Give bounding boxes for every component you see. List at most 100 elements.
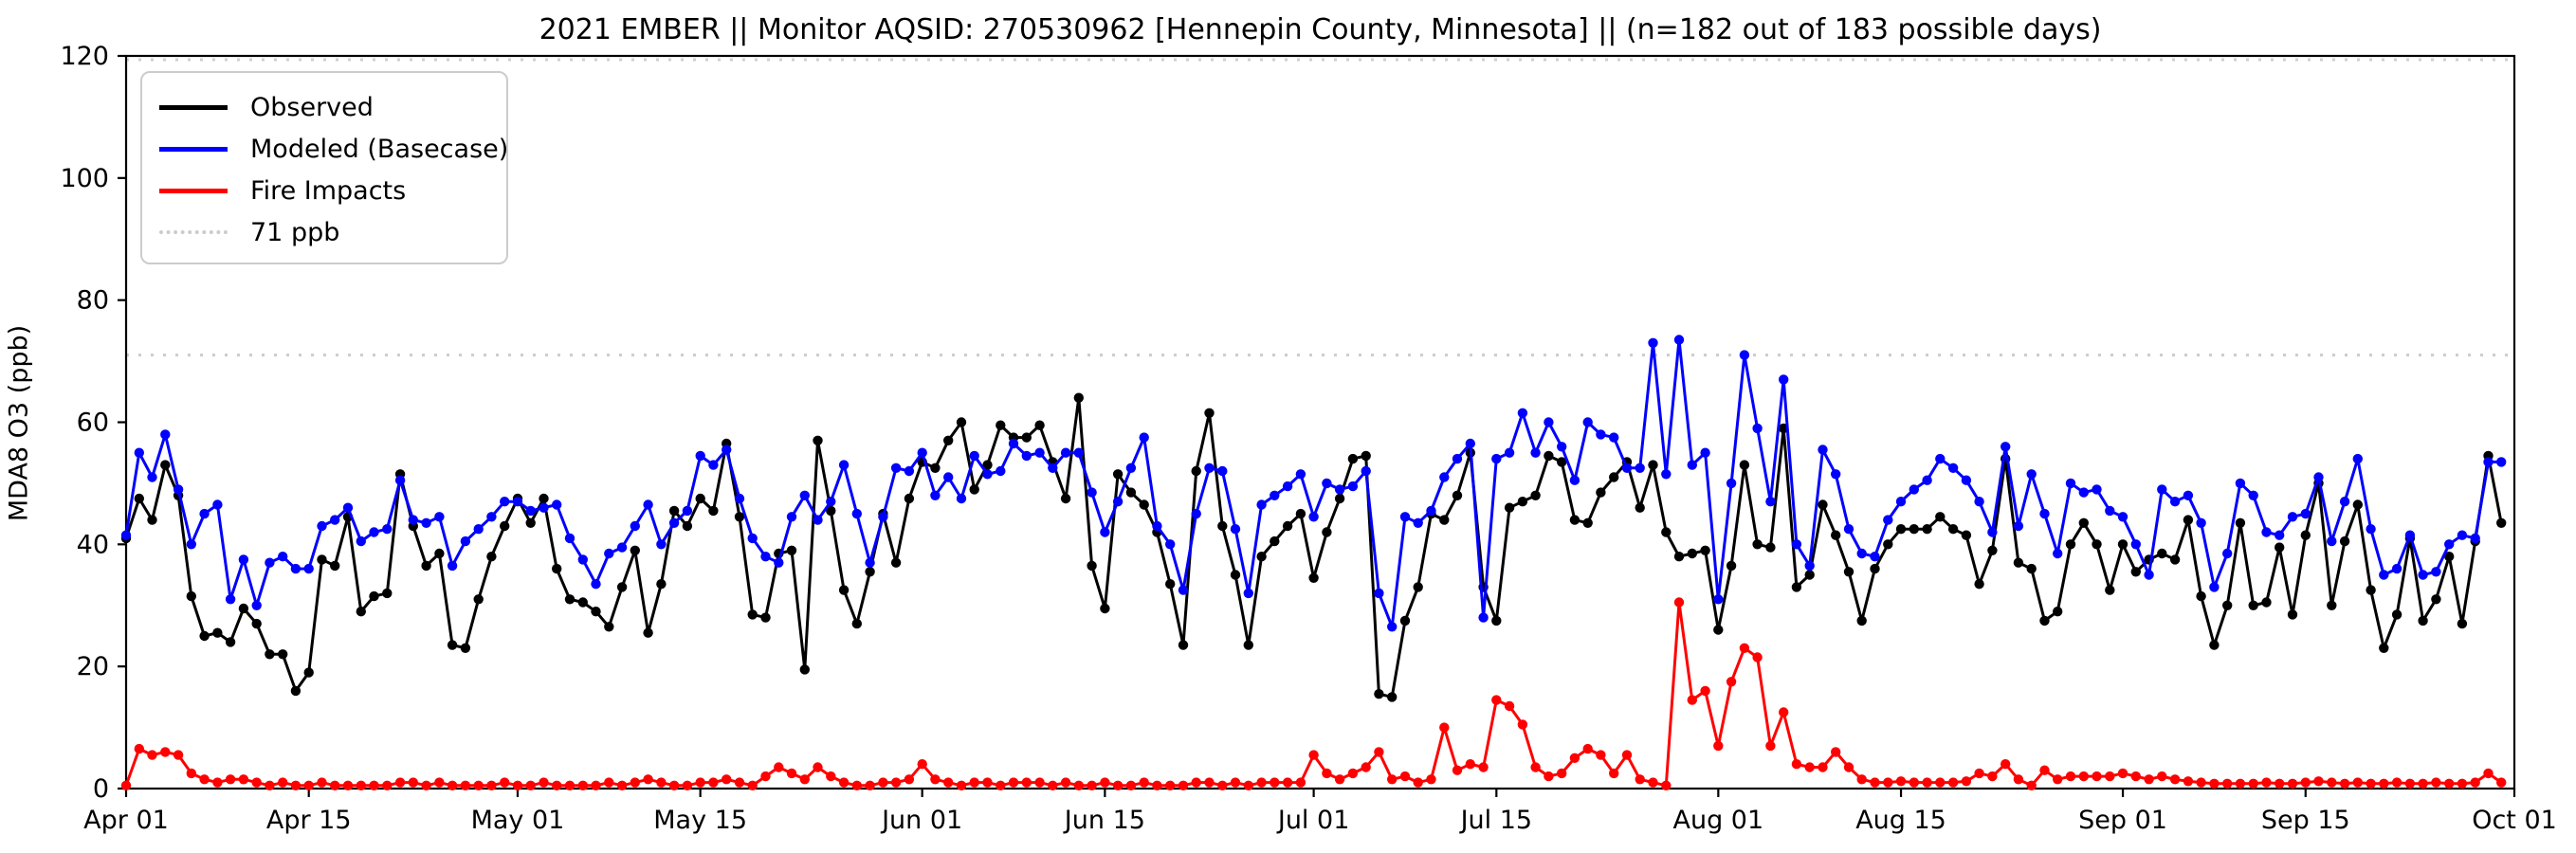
observed-point (1256, 552, 1267, 562)
fire-impacts-point (2339, 778, 2350, 789)
modeled-basecase-point (1504, 447, 1515, 458)
modeled-basecase-point (1191, 508, 1201, 519)
modeled-basecase-point (2117, 512, 2128, 522)
observed-point (1308, 572, 1319, 583)
observed-point (1870, 563, 1880, 574)
fire-impacts-point (539, 777, 549, 788)
modeled-basecase-point (342, 502, 354, 513)
fire-impacts-point (1922, 777, 1932, 788)
observed-point (1204, 408, 1215, 418)
modeled-basecase-point (2130, 539, 2141, 550)
fire-impacts-point (2261, 777, 2272, 788)
fire-impacts-point (838, 777, 850, 788)
y-tick-label: 120 (60, 42, 109, 71)
fire-impacts-point (278, 777, 288, 788)
observed-point (317, 554, 327, 565)
observed-point (1387, 692, 1398, 702)
modeled-basecase-point (774, 557, 784, 568)
fire-impacts-series (120, 597, 2507, 790)
observed-point (460, 643, 471, 653)
fire-impacts-point (722, 774, 732, 785)
observed-point (1843, 567, 1854, 577)
fire-impacts-point (1648, 777, 1658, 788)
legend-label: Observed (250, 92, 374, 122)
modeled-basecase-point (1060, 447, 1071, 458)
modeled-basecase-point (1648, 337, 1658, 348)
modeled-basecase-point (394, 475, 406, 485)
fire-impacts-point (1700, 685, 1710, 697)
fire-impacts-point (682, 780, 693, 790)
fire-impacts-point (1048, 780, 1058, 790)
fire-impacts-point (1152, 780, 1162, 790)
modeled-basecase-point (2092, 484, 2102, 495)
observed-point (1673, 552, 1685, 562)
fire-impacts-point (2287, 778, 2298, 789)
modeled-basecase-point (2065, 478, 2076, 489)
observed-point (1895, 524, 1907, 535)
modeled-basecase-point (1152, 520, 1162, 532)
fire-impacts-point (969, 777, 979, 788)
observed-point (969, 484, 979, 495)
observed-point (1399, 615, 1411, 626)
observed-point (2157, 548, 2167, 559)
modeled-basecase-point (904, 465, 915, 477)
modeled-basecase-point (2053, 548, 2063, 559)
observed-point (1791, 582, 1802, 592)
fire-impacts-point (643, 774, 653, 785)
observed-point (982, 460, 993, 470)
fire-impacts-point (1295, 777, 1306, 788)
fire-impacts-point (774, 762, 784, 772)
fire-impacts-point (1791, 759, 1802, 770)
fire-impacts-point (2431, 777, 2441, 788)
observed-point (1596, 487, 1606, 498)
fire-impacts-point (2235, 778, 2246, 789)
observed-point (630, 545, 640, 555)
modeled-basecase-point (1831, 469, 1841, 480)
fire-impacts-point (2366, 778, 2376, 789)
observed-point (1987, 545, 1998, 555)
observed-point (1804, 570, 1815, 580)
fire-impacts-point (460, 780, 471, 790)
modeled-basecase-point (1347, 481, 1359, 492)
fire-impacts-point (1504, 700, 1515, 712)
observed-point (1909, 524, 1920, 535)
fire-impacts-point (434, 777, 445, 788)
fire-impacts-point (1687, 695, 1698, 705)
observed-point (2379, 643, 2389, 653)
modeled-basecase-point (330, 515, 340, 525)
modeled-basecase-point (2483, 457, 2494, 467)
fire-impacts-point (160, 747, 171, 757)
observed-point (1557, 457, 1567, 467)
fire-impacts-point (1909, 777, 1920, 788)
modeled-basecase-point (265, 557, 275, 568)
observed-point (943, 435, 954, 445)
observed-point (225, 637, 236, 647)
modeled-basecase-point (356, 535, 366, 547)
x-tick-label: Aug 15 (1855, 806, 1946, 835)
observed-point (1322, 527, 1332, 537)
observed-point (2053, 607, 2063, 617)
fire-line-swatch (159, 188, 228, 193)
observed-point (2366, 585, 2376, 595)
observed-point (2183, 515, 2194, 525)
observed-point (2287, 609, 2298, 620)
modeled-basecase-point (2248, 490, 2258, 500)
modeled-basecase-point (1609, 432, 1619, 443)
observed-point (904, 493, 915, 504)
modeled-basecase-point (1452, 453, 1463, 464)
modeled-basecase-point (2169, 497, 2181, 507)
observed-point (865, 567, 875, 577)
observed-point (1112, 469, 1124, 480)
fire-impacts-point (317, 777, 327, 788)
observed-point (2327, 600, 2337, 610)
observed-point (1139, 499, 1149, 510)
modeled-basecase-point (2339, 497, 2350, 507)
fire-impacts-point (708, 777, 719, 788)
modeled-basecase-point (826, 497, 836, 507)
fire-impacts-point (486, 780, 497, 790)
fire-impacts-point (2327, 777, 2337, 788)
threshold-line-swatch (159, 230, 228, 234)
modeled-basecase-point (2379, 570, 2389, 580)
modeled-basecase-point (186, 539, 196, 550)
fire-impacts-point (668, 780, 680, 790)
